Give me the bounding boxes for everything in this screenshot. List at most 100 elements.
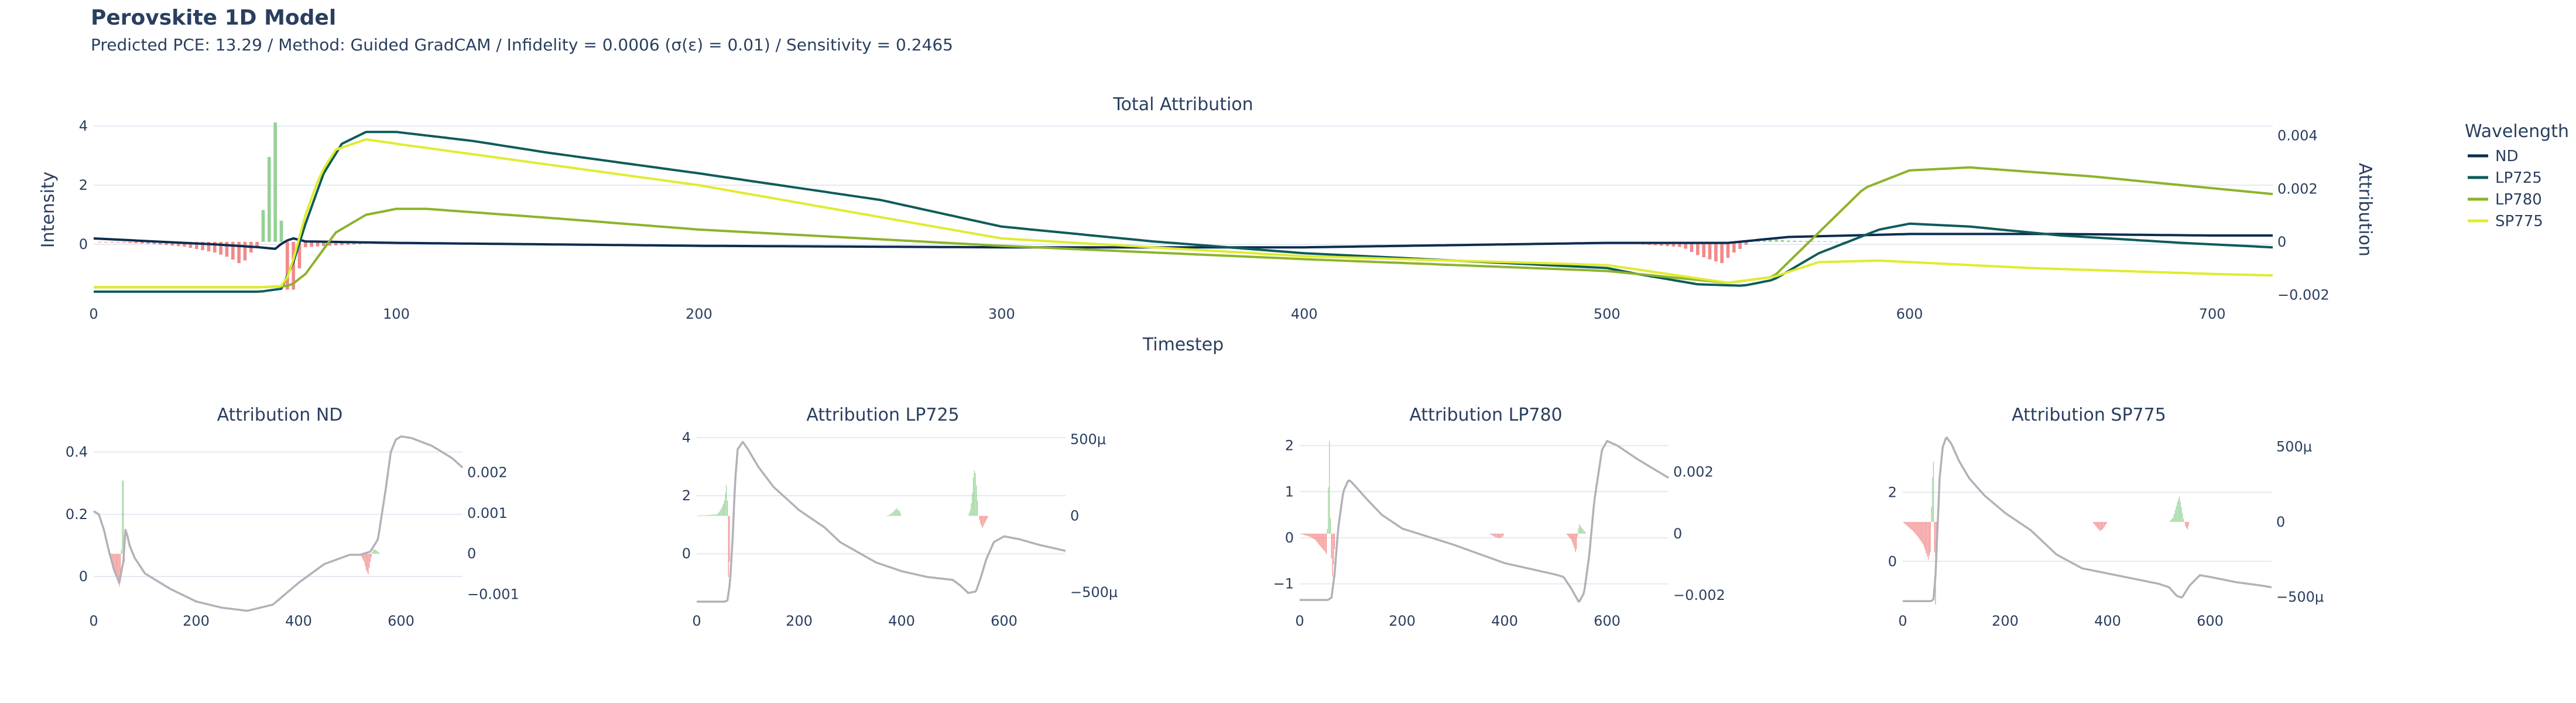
attribution-nd-plot[interactable]: 0 0.2 0.4 −0.001 0 0.001 0.002 0 200 400 600 Attri… xyxy=(66,405,519,629)
attribution-bar xyxy=(1571,533,1573,542)
series-line-sp775[interactable] xyxy=(1903,436,2272,602)
attribution-bar xyxy=(255,241,259,247)
attribution-bar xyxy=(123,480,124,554)
attribution-bars-lp780 xyxy=(1300,441,1586,577)
attribution-bar xyxy=(346,241,350,245)
attribution-bar xyxy=(1331,533,1332,558)
attribution-bar xyxy=(374,550,375,554)
legend-item-lp780[interactable]: LP780 xyxy=(2468,191,2542,209)
attribution-bar xyxy=(2105,521,2106,525)
attribution-bar xyxy=(1744,241,1748,245)
series-line-lp780[interactable] xyxy=(94,166,2273,289)
attribution-bar xyxy=(2092,521,2094,523)
attribution-bar xyxy=(375,550,376,554)
x-tick-label-total: 600 xyxy=(1896,306,1923,322)
x-tick-label-total: 100 xyxy=(383,306,410,322)
attribution-bar xyxy=(1787,240,1790,242)
attribution-bar xyxy=(982,516,983,528)
legend[interactable]: Wavelength ND LP725 LP780 SP775 xyxy=(2465,121,2569,230)
legend-item-lp725[interactable]: LP725 xyxy=(2468,169,2542,187)
attribution-bar xyxy=(1333,533,1334,565)
attribution-bar xyxy=(1318,533,1320,545)
attribution-bar xyxy=(194,241,198,250)
attribution-bar xyxy=(2101,521,2102,530)
attribution-bar xyxy=(371,554,372,557)
series-line-nd[interactable] xyxy=(93,435,464,612)
legend-label: LP780 xyxy=(2495,191,2542,209)
attribution-bar xyxy=(1500,533,1501,538)
series-line-lp725[interactable] xyxy=(94,131,2273,293)
attribution-bar xyxy=(726,485,727,516)
plot-title-total: Total Attribution xyxy=(1112,94,1253,115)
attribution-bar xyxy=(279,220,283,242)
attribution-bars-lp725 xyxy=(697,470,988,578)
attribution-bar xyxy=(2096,521,2097,527)
y2-tick-label-lp780: −0.002 xyxy=(1673,587,1725,603)
attribution-lp780-plot[interactable]: −1 0 1 2 −0.002 0 0.002 0 200 400 600 Attribution … xyxy=(1273,405,1725,629)
attribution-bar xyxy=(362,554,364,560)
attribution-bar xyxy=(1334,533,1335,550)
y2-axis-title-total: Attribution xyxy=(2355,163,2375,257)
x-tick-label-total: 300 xyxy=(988,306,1015,322)
y-tick-label-lp780: −1 xyxy=(1273,576,1294,592)
y2-tick-label-lp725: −500μ xyxy=(1070,584,1118,600)
attribution-bar xyxy=(892,512,893,516)
attribution-lp725-plot[interactable]: 0 2 4 −500μ 0 500μ 0 200 400 600 Attribution LP72… xyxy=(682,405,1118,629)
plot-area-lp725: 0 2 4 −500μ 0 500μ 0 200 400 600 xyxy=(682,429,1118,629)
attribution-bar xyxy=(1714,241,1718,262)
attribution-bar xyxy=(2187,521,2188,530)
attribution-bar xyxy=(899,511,900,516)
plot-area-lp780: −1 0 1 2 −0.002 0 0.002 0 200 400 600 xyxy=(1273,438,1725,629)
attribution-bar xyxy=(1303,533,1304,535)
attribution-bar xyxy=(340,241,344,245)
attribution-bar xyxy=(316,241,320,247)
y2-tick-label-nd: 0 xyxy=(467,545,476,562)
y-tick-label-lp725: 0 xyxy=(682,545,691,562)
attribution-bar xyxy=(2106,521,2107,524)
attribution-bar xyxy=(2185,521,2186,527)
attribution-bar xyxy=(1708,241,1712,260)
attribution-bar xyxy=(273,122,278,242)
attribution-bar xyxy=(705,515,707,516)
y2-tick-label-total: 0 xyxy=(2277,234,2286,250)
legend-item-nd[interactable]: ND xyxy=(2468,148,2518,165)
series-line-nd[interactable] xyxy=(93,233,2273,250)
total-attribution-plot[interactable]: 0 2 4 −0.002 0 0.002 0.004 0 100 200 300 400 500 600 7… xyxy=(38,94,2375,355)
plot-title-sp775: Attribution SP775 xyxy=(2012,405,2166,425)
attribution-bar xyxy=(116,241,120,243)
series-line-lp725[interactable] xyxy=(697,441,1066,603)
y-tick-label-nd: 0.4 xyxy=(66,444,88,460)
attribution-bar xyxy=(1497,533,1498,538)
attribution-bar xyxy=(1498,533,1499,538)
attribution-bar xyxy=(1329,441,1330,534)
attribution-bar xyxy=(1738,241,1742,249)
attribution-bar xyxy=(1308,533,1310,537)
x-tick-label-lp780: 200 xyxy=(1389,613,1416,629)
plot-title-lp725: Attribution LP725 xyxy=(806,405,959,425)
attribution-bar xyxy=(128,241,132,243)
attribution-bar xyxy=(724,500,725,516)
attribution-bar xyxy=(176,241,180,247)
attribution-bar xyxy=(728,516,729,578)
series-line-sp775[interactable] xyxy=(94,138,2273,289)
attribution-bar xyxy=(2174,510,2176,522)
series-line-lp780[interactable] xyxy=(1300,439,1669,603)
attribution-bar xyxy=(2183,518,2184,522)
attribution-bar xyxy=(104,241,108,243)
y-axis-title-total: Intensity xyxy=(38,172,59,248)
attribution-bar xyxy=(712,514,714,516)
attribution-bar xyxy=(1732,241,1736,252)
attribution-bar xyxy=(304,241,307,247)
y-tick-label-lp780: 1 xyxy=(1285,483,1294,500)
legend-label: SP775 xyxy=(2495,213,2543,230)
x-tick-label-total: 0 xyxy=(89,306,98,322)
y2-tick-label-nd: 0.002 xyxy=(467,464,508,480)
y-tick-label-lp725: 4 xyxy=(682,429,691,446)
attribution-sp775-plot[interactable]: 0 2 −500μ 0 500μ 0 200 400 600 Attribution SP775 xyxy=(1888,405,2324,629)
attribution-bar xyxy=(237,241,241,264)
y-tick-label-nd: 0.2 xyxy=(66,506,88,523)
attribution-bars-nd xyxy=(109,480,380,586)
attribution-bar xyxy=(894,510,895,516)
legend-item-sp775[interactable]: SP775 xyxy=(2468,213,2543,230)
